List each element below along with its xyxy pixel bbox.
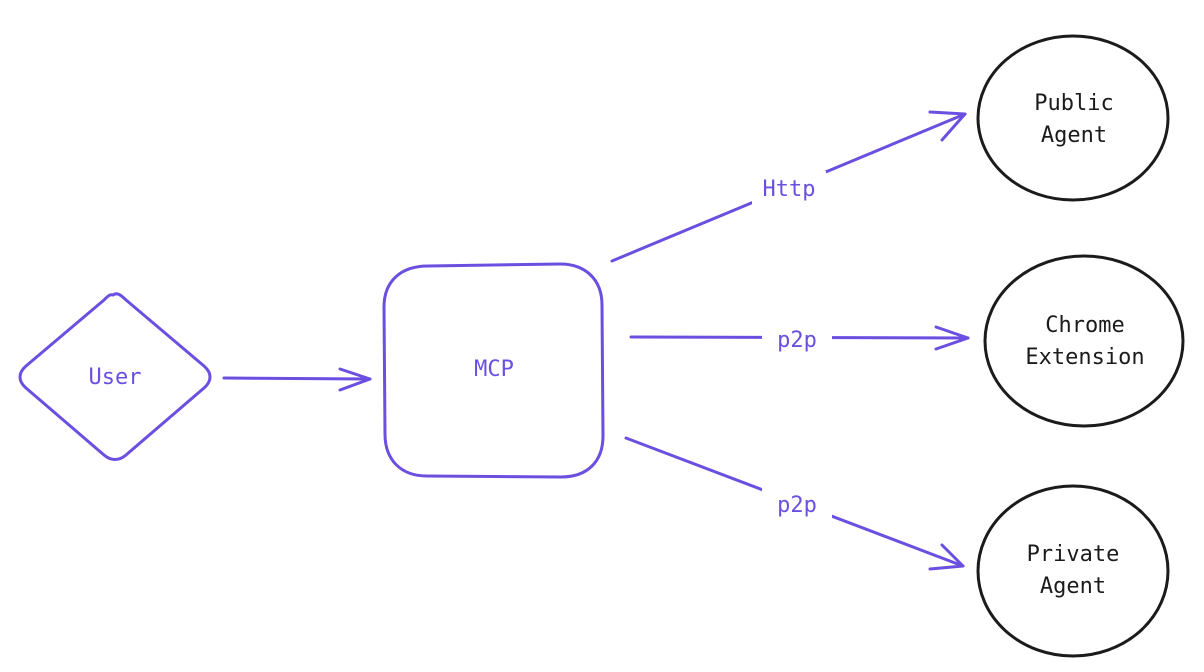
edge-p2p-private-label-bg [762,488,832,522]
chrome-extension-label-line-1: Chrome [1045,313,1124,338]
public-agent-node[interactable]: Public Agent [976,34,1170,202]
edge-http-label: Http [763,177,816,202]
chrome-extension-node[interactable]: Chrome Extension [983,254,1185,428]
private-agent-label-line-1: Private [1027,542,1120,567]
mcp-node[interactable]: MCP [382,262,605,479]
edge-p2p-private-arrowhead [928,543,965,571]
edge-mcp-to-private-agent: p2p [624,436,965,571]
private-agent-node[interactable]: Private Agent [976,484,1170,658]
mcp-box-shape [382,262,605,479]
user-label: User [89,365,142,390]
mcp-label: MCP [474,357,514,382]
public-agent-label-line-2: Agent [1041,123,1107,148]
edge-p2p-chrome-label-bg [762,324,832,354]
edge-p2p-chrome-arrowhead [934,325,970,351]
user-node[interactable]: User [18,292,212,461]
edge-mcp-to-chrome-extension: p2p [629,324,970,354]
edge-p2p-chrome-label: p2p [777,328,817,353]
chrome-extension-label-line-2: Extension [1025,345,1144,370]
private-agent-label-line-2: Agent [1040,574,1106,599]
user-diamond-shape [18,292,212,461]
private-agent-circle [976,484,1170,658]
public-agent-circle [976,34,1170,202]
public-agent-label-line-1: Public [1034,91,1113,116]
edge-mcp-to-public-agent: Http [610,110,967,263]
edge-http-label-bg [752,171,826,205]
edge-http-arrowhead [928,110,967,142]
edge-user-to-mcp-line [222,376,372,381]
edge-p2p-private-label: p2p [777,493,817,518]
edge-user-to-mcp [222,367,372,392]
edge-user-to-mcp-arrowhead [338,367,372,392]
chrome-extension-circle [983,254,1185,428]
